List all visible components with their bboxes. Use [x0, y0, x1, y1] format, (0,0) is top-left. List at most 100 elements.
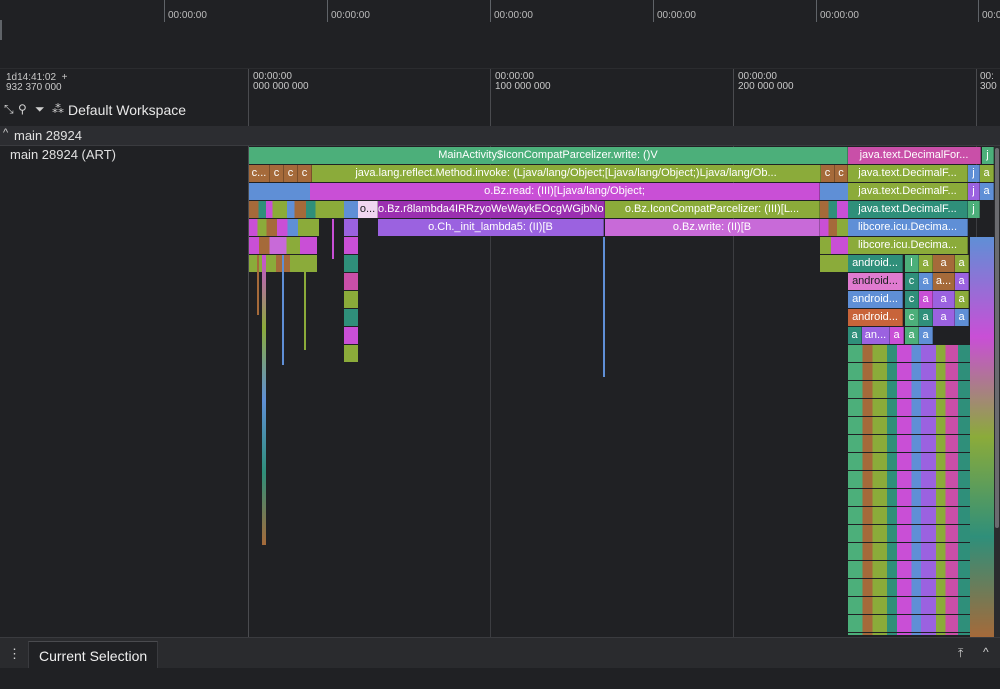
slice[interactable]: o.Bz.r8lambda4IRRzyoWeWaykEOcgWGjbNoG...	[378, 201, 605, 218]
time-axis-label: 00:00:00 200 000 000	[738, 71, 794, 92]
slice[interactable]: an...	[862, 327, 890, 344]
overview-tick	[978, 0, 979, 22]
slice[interactable]: a	[955, 291, 969, 308]
chevron-up-icon[interactable]: ^	[983, 645, 989, 659]
collapse-icon[interactable]: ⤡	[4, 102, 14, 116]
slice[interactable]: j	[982, 147, 994, 164]
slice[interactable]: a	[890, 327, 904, 344]
scroll-thumb[interactable]	[995, 148, 999, 528]
slice[interactable]: a	[933, 309, 955, 326]
slice[interactable]: o.Bz.write: (II)[B	[605, 219, 820, 236]
overview-window-marker[interactable]	[0, 20, 2, 40]
slice[interactable]	[820, 201, 848, 218]
slice[interactable]: c	[835, 165, 848, 182]
slice[interactable]: java.text.DecimalF...	[848, 201, 968, 218]
more-vert-icon[interactable]: ⋮	[8, 646, 21, 661]
filter-icon[interactable]: ⏷	[35, 102, 45, 116]
slice[interactable]: j	[968, 165, 980, 182]
slice[interactable]: c...	[249, 165, 270, 182]
slice[interactable]: MainActivity$IconCompatParcelizer.write:…	[249, 147, 848, 164]
slice[interactable]: a...	[933, 273, 955, 290]
slice[interactable]	[282, 255, 284, 365]
slice[interactable]: android...	[848, 309, 903, 326]
track-group-header[interactable]: ^ main 28924	[0, 126, 1000, 146]
slice[interactable]: java.lang.reflect.Method.invoke: (Ljava/…	[312, 165, 821, 182]
slice[interactable]: j	[968, 201, 980, 218]
slice[interactable]: android...	[848, 255, 903, 272]
slice[interactable]: a	[905, 327, 919, 344]
panel-body	[0, 668, 1000, 689]
slice[interactable]: c	[821, 165, 835, 182]
slice[interactable]	[257, 255, 259, 315]
slice[interactable]: libcore.icu.Decima...	[848, 219, 968, 236]
slice[interactable]: c	[284, 165, 298, 182]
slice[interactable]: a	[919, 291, 933, 308]
slice[interactable]	[249, 183, 310, 200]
slice[interactable]: java.text.DecimalFor...	[848, 147, 981, 164]
overview-timeline[interactable]: 00:00:00 00:00:00 00:00:00 00:00:00 00:0…	[0, 0, 1000, 68]
slice[interactable]	[249, 201, 344, 218]
flame-chart[interactable]: MainActivity$IconCompatParcelizer.write:…	[249, 146, 994, 637]
chevron-up-icon[interactable]: ^	[3, 127, 9, 139]
deep-stack-right[interactable]	[970, 237, 994, 637]
slice[interactable]: c	[270, 165, 284, 182]
slice[interactable]: c	[905, 291, 919, 308]
slice[interactable]: o.Ch._init_lambda5: (II)[B	[378, 219, 604, 236]
pin-to-top-icon[interactable]: ⤒	[958, 646, 964, 660]
slice[interactable]: a	[955, 255, 969, 272]
slice[interactable]: a	[933, 291, 955, 308]
slice[interactable]	[249, 219, 319, 236]
slice[interactable]	[820, 183, 848, 200]
workspace-icon[interactable]: ⁂	[52, 102, 64, 116]
deep-stack[interactable]	[848, 345, 970, 635]
slice[interactable]: a	[919, 327, 933, 344]
slice[interactable]: o.Bz.IconCompatParcelizer: (III)[L...	[605, 201, 820, 218]
slice[interactable]	[344, 219, 358, 236]
slice[interactable]: c	[298, 165, 312, 182]
slice[interactable]: c	[905, 309, 919, 326]
slice[interactable]	[820, 219, 848, 236]
slice[interactable]: a	[955, 273, 969, 290]
slice[interactable]	[344, 327, 358, 344]
slice[interactable]	[820, 237, 848, 254]
slice[interactable]: java.text.DecimalF...	[848, 183, 968, 200]
slice[interactable]	[332, 219, 334, 259]
overview-tick-label: 00:00:00	[168, 10, 207, 21]
slice[interactable]: a	[980, 165, 994, 182]
slice[interactable]: libcore.icu.Decima...	[848, 237, 968, 254]
slice[interactable]: a	[980, 183, 994, 200]
workspace-selector[interactable]: Default Workspace	[68, 102, 187, 118]
slice[interactable]: a	[919, 255, 933, 272]
slice[interactable]	[344, 291, 358, 308]
slice[interactable]: a	[919, 309, 933, 326]
time-axis-header[interactable]: 1d14:41:02 + 932 370 000 00:00:00 000 00…	[0, 68, 1000, 127]
slice[interactable]	[344, 237, 358, 254]
slice[interactable]: android...	[848, 273, 903, 290]
slice[interactable]	[820, 255, 848, 272]
slice[interactable]: android...	[848, 291, 903, 308]
slice[interactable]: j	[968, 183, 980, 200]
slice[interactable]	[344, 309, 358, 326]
slice[interactable]: a	[955, 309, 969, 326]
slice[interactable]: c	[905, 273, 919, 290]
unpin-icon[interactable]: ⚲	[18, 102, 27, 116]
slice[interactable]: java.text.DecimalF...	[848, 165, 968, 182]
slice[interactable]: a	[919, 273, 933, 290]
slice[interactable]	[344, 273, 358, 290]
slice[interactable]	[344, 345, 358, 362]
slice[interactable]	[262, 255, 266, 545]
overview-tick-label: 00:00:00	[820, 10, 859, 21]
slice[interactable]: o.Bz.read: (III)[Ljava/lang/Object;	[310, 183, 820, 200]
slice[interactable]: o...	[358, 201, 378, 218]
slice[interactable]	[304, 255, 306, 350]
track-scrollbar[interactable]	[994, 146, 1000, 637]
slice[interactable]: l	[905, 255, 919, 272]
slice[interactable]: a	[848, 327, 862, 344]
slice[interactable]	[249, 237, 317, 254]
slice[interactable]	[603, 237, 605, 377]
slice[interactable]: a	[933, 255, 955, 272]
slice[interactable]	[344, 201, 358, 218]
time-axis-line	[976, 69, 977, 127]
tab-current-selection[interactable]: Current Selection	[28, 641, 159, 670]
slice[interactable]	[344, 255, 358, 272]
